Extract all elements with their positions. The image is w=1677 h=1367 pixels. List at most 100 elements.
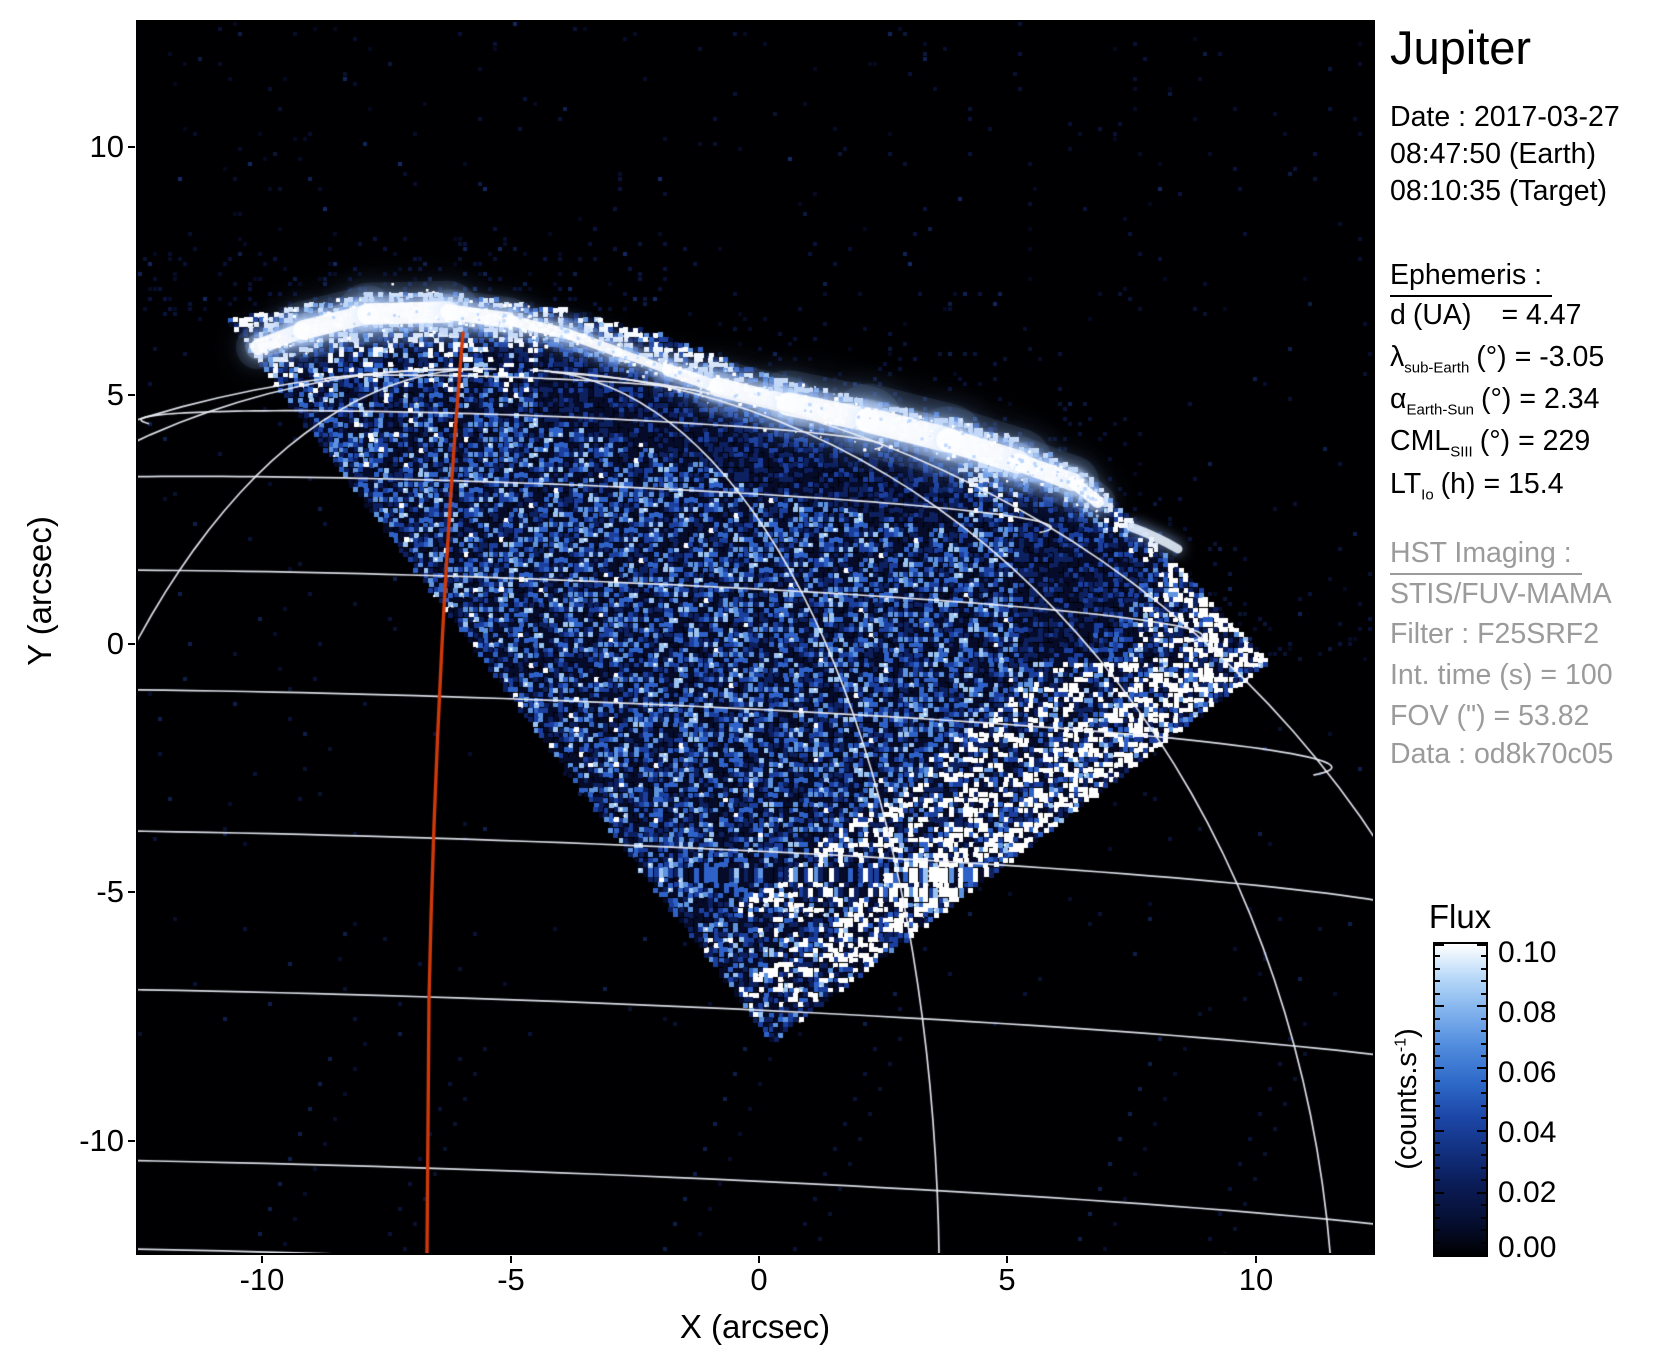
colorbar-tickmark	[1481, 1142, 1486, 1145]
colorbar-tickmark	[1435, 1092, 1440, 1095]
colorbar-tickmark	[1435, 1030, 1440, 1033]
colorbar-tickmark	[1481, 1216, 1486, 1219]
colorbar-tickmark	[1481, 955, 1486, 958]
colorbar-tickmark	[1435, 1054, 1440, 1057]
colorbar-tickmark	[1435, 1154, 1440, 1157]
hst-instrument-line: STIS/FUV-MAMA	[1390, 578, 1612, 610]
colorbar-tickmark	[1481, 1104, 1486, 1107]
colorbar-tickmark	[1435, 1191, 1444, 1194]
x-axis-tickmark	[758, 1256, 760, 1263]
colorbar-tickmark	[1435, 1129, 1444, 1132]
x-tick-label: -10	[239, 1262, 285, 1297]
colorbar-tickmark	[1435, 1204, 1440, 1207]
x-tick-label: 0	[750, 1262, 768, 1297]
colorbar-title: Flux	[1428, 898, 1492, 935]
colorbar-tickmark	[1481, 1229, 1486, 1232]
colorbar-tick-label: 0.02	[1498, 1176, 1557, 1209]
colorbar-tickmark	[1435, 992, 1440, 995]
colorbar-tickmark	[1481, 1017, 1486, 1020]
x-tick-label: 10	[1238, 1262, 1274, 1297]
colorbar-tickmark	[1435, 980, 1440, 983]
x-axis-title: X (arcsec)	[679, 1308, 831, 1345]
colorbar-tickmark	[1477, 944, 1486, 946]
colorbar-tick-label: 0.08	[1498, 996, 1557, 1029]
colorbar-tickmark	[1435, 1017, 1440, 1020]
colorbar-tickmark	[1481, 980, 1486, 983]
x-tick-label: 5	[998, 1262, 1016, 1297]
date-line: Date : 2017-03-27	[1390, 101, 1620, 133]
colorbar-tickmark	[1435, 944, 1444, 946]
y-tick-label: 5	[106, 377, 124, 412]
colorbar-tick-label: 0.04	[1498, 1116, 1557, 1149]
colorbar-tickmark	[1435, 1216, 1440, 1219]
x-axis-tickmark	[510, 1256, 512, 1263]
y-tick-label: 10	[89, 129, 124, 164]
plot-area	[136, 20, 1375, 1255]
colorbar-tickmark	[1477, 1005, 1486, 1008]
colorbar-tickmark	[1481, 1241, 1486, 1244]
colorbar-tickmark	[1435, 1042, 1440, 1045]
colorbar-gradient	[1435, 944, 1486, 1255]
colorbar-tickmark	[1435, 1253, 1444, 1255]
ephemeris-header: Ephemeris :	[1390, 259, 1553, 297]
colorbar-tickmark	[1481, 1054, 1486, 1057]
y-axis-tickmark	[128, 643, 135, 645]
colorbar-tickmark	[1435, 1079, 1440, 1082]
colorbar-tick-label: 0.06	[1498, 1056, 1557, 1089]
colorbar-tickmark	[1477, 1191, 1486, 1194]
y-tick-label: -5	[96, 874, 124, 909]
hst-int-time-line: Int. time (s) = 100	[1390, 659, 1613, 691]
ephemeris-row-cml: CMLSIII (°) = 229	[1390, 425, 1591, 461]
hst-fov-line: FOV (") = 53.82	[1390, 700, 1590, 732]
ephemeris-row-phase-angle: αEarth-Sun (°) = 2.34	[1390, 383, 1600, 419]
y-tick-label: -10	[79, 1123, 124, 1158]
y-axis-tickmark	[128, 394, 135, 396]
y-axis-tickmark	[128, 1140, 135, 1142]
time-earth-line: 08:47:50 (Earth)	[1390, 138, 1596, 170]
colorbar-tickmark	[1481, 1166, 1486, 1169]
colorbar-tickmark	[1481, 992, 1486, 995]
x-axis-tickmark	[1255, 1256, 1257, 1263]
colorbar-tickmark	[1435, 1005, 1444, 1008]
colorbar-tickmark	[1435, 1104, 1440, 1107]
colorbar-tickmark	[1481, 1204, 1486, 1207]
y-axis-tickmark	[128, 146, 135, 148]
y-axis-tickmark	[128, 891, 135, 893]
colorbar-tickmark	[1481, 1092, 1486, 1095]
colorbar-tickmark	[1481, 1042, 1486, 1045]
ephemeris-header-text: Ephemeris :	[1390, 259, 1553, 297]
colorbar-tickmark	[1435, 1241, 1440, 1244]
colorbar-tick-label: 0.00	[1498, 1231, 1557, 1264]
y-tick-label: 0	[106, 626, 124, 661]
colorbar-tick-label: 0.10	[1498, 936, 1557, 969]
y-axis-title: Y (arcsec)	[21, 516, 58, 666]
colorbar-unit-label: (counts.s-1)	[1391, 1028, 1423, 1170]
colorbar-tickmark	[1435, 1067, 1444, 1070]
colorbar-tickmark	[1481, 1079, 1486, 1082]
x-axis-tickmark	[261, 1256, 263, 1263]
ephemeris-row-sub-earth-lat: λsub-Earth (°) = -3.05	[1390, 341, 1605, 377]
time-target-line: 08:10:35 (Target)	[1390, 175, 1608, 207]
colorbar-tickmark	[1481, 1179, 1486, 1182]
colorbar	[1433, 942, 1488, 1257]
colorbar-tickmark	[1435, 955, 1440, 958]
ephemeris-row-distance: d (UA) = 4.47	[1390, 299, 1582, 331]
colorbar-tickmark	[1477, 1129, 1486, 1132]
hst-dataset-line: Data : od8k70c05	[1390, 738, 1614, 770]
hst-imaging-header: HST Imaging :	[1390, 537, 1582, 575]
x-axis-tickmark	[1006, 1256, 1008, 1263]
colorbar-tickmark	[1435, 1142, 1440, 1145]
colorbar-tickmark	[1435, 1229, 1440, 1232]
target-title: Jupiter	[1390, 21, 1532, 74]
colorbar-tickmark	[1435, 967, 1440, 970]
colorbar-tickmark	[1481, 1117, 1486, 1120]
x-tick-label: -5	[497, 1262, 525, 1297]
colorbar-tickmark	[1435, 1166, 1440, 1169]
colorbar-tickmark	[1477, 1253, 1486, 1255]
colorbar-tickmark	[1435, 1179, 1440, 1182]
colorbar-tickmark	[1477, 1067, 1486, 1070]
hst-imaging-header-text: HST Imaging :	[1390, 537, 1582, 575]
colorbar-tickmark	[1435, 1117, 1440, 1120]
ephemeris-row-io-local-time: LTIo (h) = 15.4	[1390, 468, 1564, 504]
